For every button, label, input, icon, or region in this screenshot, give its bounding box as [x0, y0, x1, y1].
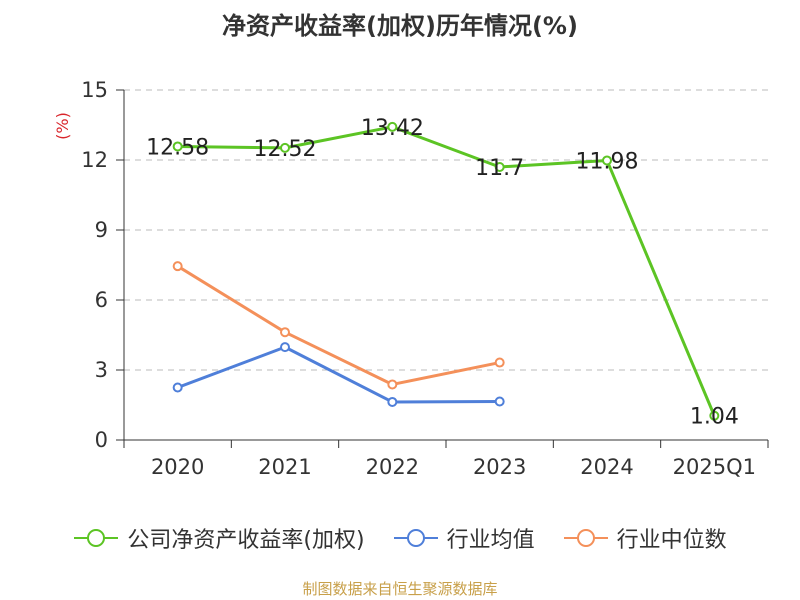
- data-point: [709, 410, 720, 421]
- data-point: [172, 141, 183, 152]
- legend-swatch-icon: [563, 529, 608, 547]
- data-point: [172, 261, 183, 272]
- series-line: [177, 345, 500, 404]
- y-axis-label: (%): [53, 112, 72, 140]
- legend-swatch-icon: [74, 529, 119, 547]
- source-note: 制图数据来自恒生聚源数据库: [302, 580, 498, 598]
- data-point: [494, 162, 505, 172]
- x-tick-label: 2020: [151, 455, 204, 479]
- data-label: 12.52: [254, 137, 317, 162]
- y-tick-label: 0: [95, 428, 108, 452]
- data-label: 12.58: [146, 135, 209, 160]
- data-point: [280, 142, 290, 153]
- y-tick-label: 3: [95, 358, 108, 382]
- legend-item[interactable]: 行业均值: [393, 522, 535, 554]
- legend-label: 行业均值: [446, 528, 535, 553]
- data-point: [494, 357, 505, 368]
- legend-item[interactable]: 公司净资产收益率(加权): [73, 522, 365, 554]
- chart-title: 净资产收益率(加权)历年情况(%): [222, 12, 578, 40]
- data-point: [494, 396, 505, 407]
- legend-label: 公司净资产收益率(加权): [127, 528, 365, 553]
- data-point: [602, 155, 612, 166]
- y-tick-label: 12: [81, 148, 108, 172]
- x-tick-label: 2024: [580, 455, 633, 479]
- data-label: 13.42: [361, 116, 424, 141]
- legend-label: 行业中位数: [616, 528, 727, 553]
- data-point: [280, 327, 290, 338]
- x-tick-label: 2021: [258, 455, 311, 479]
- data-point: [387, 379, 398, 390]
- data-point: [172, 382, 183, 393]
- y-tick-label: 6: [95, 288, 108, 312]
- x-tick-label: 2025Q1: [673, 455, 756, 479]
- series-line: [177, 125, 716, 417]
- data-point: [280, 342, 290, 353]
- data-label: 11.7: [475, 156, 524, 181]
- data-point: [387, 396, 398, 407]
- data-label: 11.98: [576, 149, 639, 174]
- y-tick-label: 15: [81, 78, 108, 102]
- legend-swatch-icon: [393, 529, 438, 547]
- data-point: [387, 121, 398, 132]
- x-tick-label: 2023: [473, 455, 526, 479]
- legend: 公司净资产收益率(加权) 行业均值 行业中位数: [0, 520, 800, 556]
- series-line: [176, 264, 500, 386]
- y-tick-label: 9: [95, 218, 108, 242]
- legend-item[interactable]: 行业中位数: [563, 522, 727, 554]
- x-tick-label: 2022: [366, 455, 419, 479]
- data-label: 1.04: [690, 405, 739, 430]
